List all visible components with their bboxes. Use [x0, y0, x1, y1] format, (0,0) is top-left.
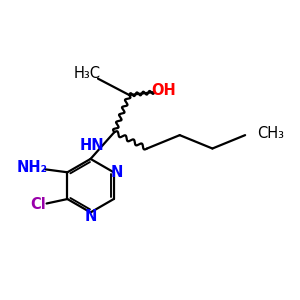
Text: HN: HN — [80, 138, 104, 153]
Text: N: N — [111, 165, 124, 180]
Text: N: N — [84, 209, 97, 224]
Text: Cl: Cl — [30, 197, 46, 212]
Text: CH₃: CH₃ — [258, 126, 285, 141]
Text: H₃C: H₃C — [73, 66, 100, 81]
Text: NH₂: NH₂ — [17, 160, 48, 175]
Text: OH: OH — [152, 83, 176, 98]
